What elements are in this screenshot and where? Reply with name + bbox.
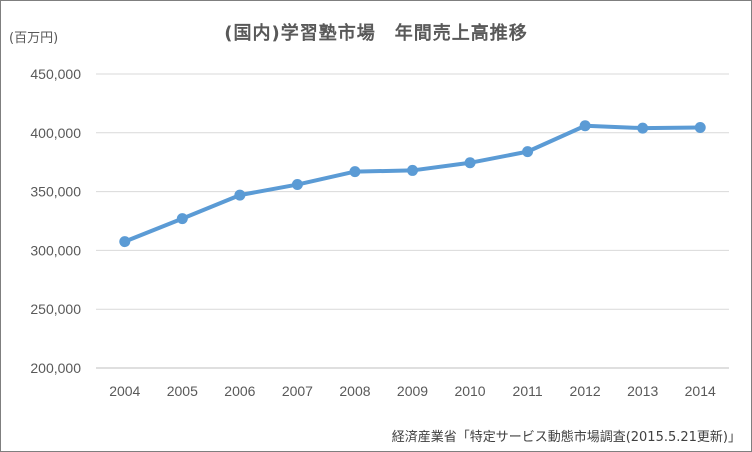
x-tick-label: 2004: [109, 383, 140, 399]
data-point: [349, 166, 361, 178]
data-point: [176, 213, 188, 225]
y-tick-label: 450,000: [30, 66, 81, 82]
y-tick-label: 350,000: [30, 184, 81, 200]
x-tick-label: 2009: [397, 383, 428, 399]
series-line: [122, 123, 703, 244]
data-point: [694, 122, 706, 134]
x-tick-label: 2014: [685, 383, 716, 399]
y-tick-label: 200,000: [30, 360, 81, 376]
data-point: [119, 236, 131, 248]
y-axis-unit-label: (百万円): [9, 31, 59, 46]
x-tick-label: 2011: [513, 383, 543, 399]
x-tick-label: 2012: [570, 383, 601, 399]
x-tick-label: 2006: [224, 383, 255, 399]
x-tick-label: 2005: [167, 383, 198, 399]
x-tick-label: 2010: [454, 383, 485, 399]
data-point: [407, 164, 418, 176]
data-point: [234, 189, 246, 201]
data-point: [579, 120, 591, 132]
y-tick-label: 300,000: [30, 242, 81, 258]
chart-title: (国内)学習塾市場 年間売上高推移: [224, 23, 528, 44]
x-tick-label: 2007: [282, 383, 313, 399]
data-point: [291, 179, 303, 191]
x-tick-label: 2013: [627, 383, 658, 399]
source-note: 経済産業省「特定サービス動態市場調査(2015.5.21更新)」: [391, 430, 741, 445]
data-point: [637, 122, 649, 134]
x-tick-label: 2008: [339, 383, 370, 399]
y-tick-label: 250,000: [30, 301, 81, 317]
data-point: [464, 157, 476, 169]
y-tick-label: 400,000: [30, 125, 81, 141]
data-point: [522, 146, 534, 158]
